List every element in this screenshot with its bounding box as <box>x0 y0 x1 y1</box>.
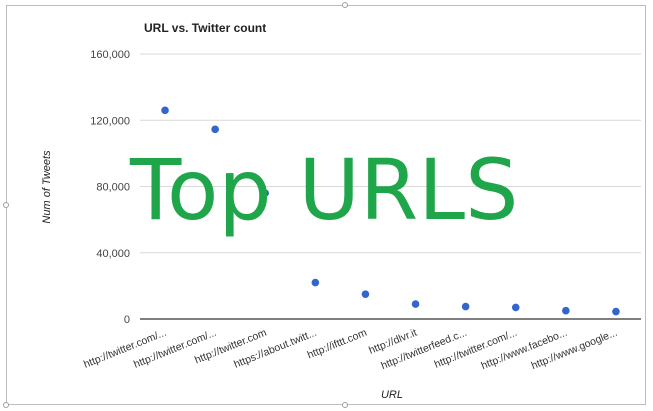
y-tick-label: 120,000 <box>90 115 130 127</box>
x-tick-label: http://www.facebo... <box>480 327 569 372</box>
x-tick-label: http://www.google... <box>530 327 619 372</box>
data-point[interactable] <box>411 300 420 308</box>
y-tick-label: 0 <box>124 314 130 326</box>
data-point[interactable] <box>261 189 270 197</box>
data-point[interactable] <box>361 290 370 298</box>
resize-handle-top[interactable] <box>342 2 348 8</box>
chart-title: URL vs. Twitter count <box>144 21 266 35</box>
data-point[interactable] <box>612 307 620 316</box>
data-point[interactable] <box>562 306 570 315</box>
data-point[interactable] <box>161 106 169 115</box>
y-tick-label: 160,000 <box>90 49 130 61</box>
resize-handle-bottom-left[interactable] <box>3 402 9 408</box>
y-axis-label: Num of Tweets <box>41 150 53 224</box>
x-axis-ticks: http://twitter.com/...http://twitter.com… <box>82 327 619 373</box>
resize-handle-left[interactable] <box>3 202 9 208</box>
gridlines <box>140 53 641 320</box>
data-point[interactable] <box>511 303 520 312</box>
data-point[interactable] <box>211 125 219 134</box>
y-axis-ticks: 0 40,000 80,000 120,000 160,000 <box>90 49 130 326</box>
y-tick-label: 80,000 <box>96 182 130 194</box>
x-axis-label: URL <box>381 389 403 401</box>
x-tick-label: http://twitter.com/... <box>82 327 168 371</box>
data-points <box>161 106 620 316</box>
resize-handle-bottom[interactable] <box>342 402 348 408</box>
x-tick-label: http://twitterfeed.c... <box>379 327 468 372</box>
data-point[interactable] <box>311 278 320 287</box>
data-point[interactable] <box>461 302 470 311</box>
y-tick-label: 40,000 <box>96 248 130 260</box>
